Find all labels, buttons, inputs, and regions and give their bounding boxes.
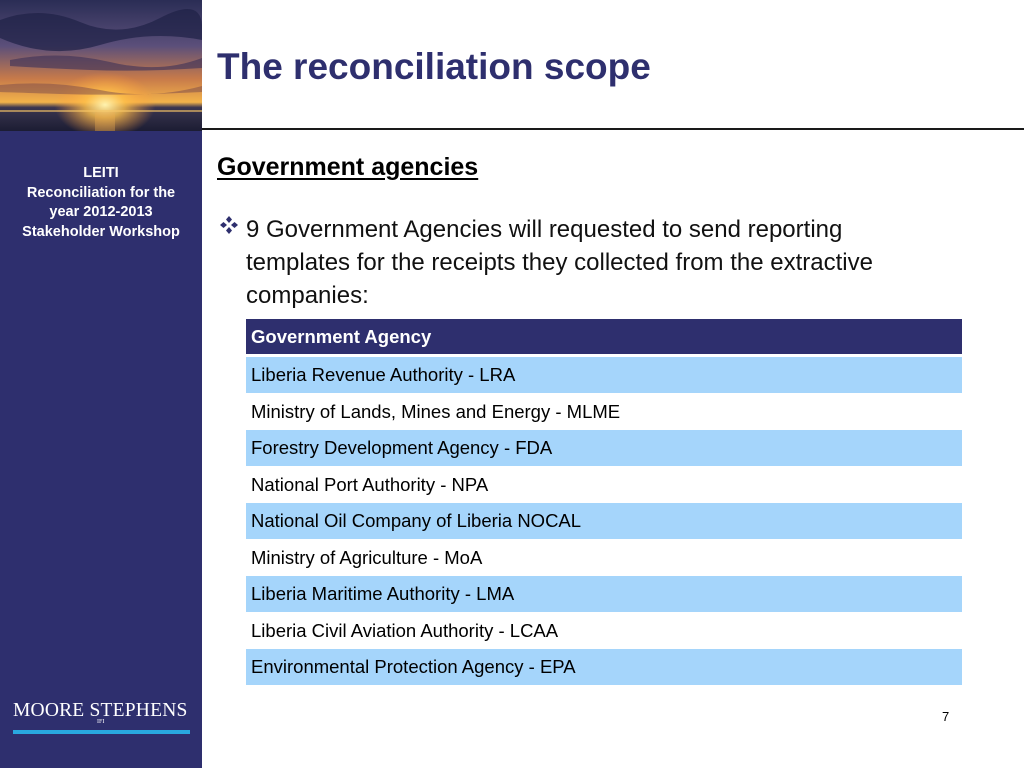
table-row: Liberia Civil Aviation Authority - LCAA — [246, 612, 962, 649]
logo-text: MOORE STEPHENS — [13, 700, 188, 721]
logo-subtext: IFI — [97, 719, 105, 725]
four-diamond-bullet-icon — [219, 215, 239, 235]
logo-bar: IFI — [13, 719, 190, 734]
section-heading: Government agencies — [217, 153, 479, 181]
table-row: National Oil Company of Liberia NOCAL — [246, 503, 962, 540]
caption-line: Reconciliation for the — [26, 184, 176, 201]
table-row: Ministry of Lands, Mines and Energy - ML… — [246, 393, 962, 430]
table-row: Ministry of Agriculture - MoA — [246, 539, 962, 576]
table-row: Liberia Revenue Authority - LRA — [246, 357, 962, 394]
table-header: Government Agency — [246, 319, 962, 357]
sidebar: LEITI Reconciliation for the year 2012-2… — [0, 0, 202, 768]
table-row: Liberia Maritime Authority - LMA — [246, 576, 962, 613]
agency-table: Government Agency Liberia Revenue Author… — [246, 319, 962, 686]
workshop-caption: LEITI Reconciliation for the year 2012-2… — [0, 164, 202, 242]
caption-line: Stakeholder Workshop — [22, 223, 180, 240]
caption-line: LEITI — [83, 165, 119, 181]
slide-title: The reconciliation scope — [217, 46, 651, 87]
bullet-text: 9 Government Agencies will requested to … — [246, 216, 873, 309]
table-row: Forestry Development Agency - FDA — [246, 430, 962, 467]
sunset-photo — [0, 0, 202, 131]
table-row: National Port Authority - NPA — [246, 466, 962, 503]
table-row: Environmental Protection Agency - EPA — [246, 649, 962, 686]
moore-stephens-logo: MOORE STEPHENS IFI — [13, 700, 191, 734]
page-number: 7 — [942, 709, 950, 724]
title-divider — [202, 128, 1024, 130]
caption-line: year 2012-2013 — [49, 204, 153, 220]
